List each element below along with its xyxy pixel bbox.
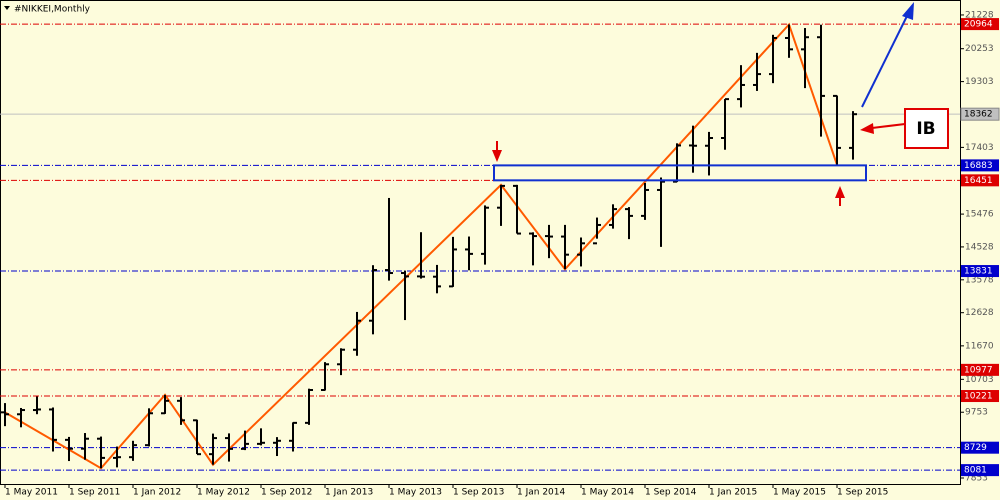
y-tick-label: 9753 xyxy=(965,408,988,418)
arrow xyxy=(871,123,906,129)
x-tick-label: 1 May 2013 xyxy=(389,488,442,498)
y-tick-label: 7853 xyxy=(965,474,988,484)
level-label: 10221 xyxy=(964,392,993,402)
y-tick-label: 10703 xyxy=(965,375,994,385)
x-tick-label: 1 Sep 2012 xyxy=(261,488,312,498)
annotation-label: IB xyxy=(916,119,935,139)
level-box xyxy=(961,159,999,172)
level-box xyxy=(961,390,999,403)
annotation-box xyxy=(904,108,949,149)
y-tick-label: 17403 xyxy=(965,143,994,153)
level-box xyxy=(961,464,999,477)
x-tick-label: 1 Sep 2013 xyxy=(453,488,504,498)
x-tick-label: 1 Sep 2014 xyxy=(645,488,697,498)
x-tick-label: 1 May 2011 xyxy=(5,488,58,498)
x-tick-label: 1 Sep 2015 xyxy=(837,488,888,498)
y-tick-label: 14528 xyxy=(965,242,994,252)
y-tick-label: 12628 xyxy=(965,308,994,318)
price-label: 18362 xyxy=(964,110,993,120)
level-label: 8081 xyxy=(964,466,987,476)
arrow-head xyxy=(492,150,502,162)
level-label: 10977 xyxy=(964,365,993,375)
level-label: 8729 xyxy=(964,443,987,453)
x-tick-label: 1 Jan 2015 xyxy=(709,488,757,498)
x-tick-label: 1 Sep 2011 xyxy=(69,488,120,498)
level-box xyxy=(961,441,999,454)
y-tick-label: 15476 xyxy=(965,210,994,220)
zone-box xyxy=(493,164,867,182)
title-icon xyxy=(4,6,10,10)
y-tick-label: 11670 xyxy=(965,341,994,351)
level-box xyxy=(961,363,999,376)
y-tick-label: 21228 xyxy=(965,10,994,20)
price-box xyxy=(960,107,1000,121)
level-label: 13831 xyxy=(964,267,993,277)
x-tick-label: 1 Jan 2014 xyxy=(517,488,565,498)
level-box xyxy=(961,265,999,278)
y-tick-label: 19303 xyxy=(965,77,994,87)
y-tick-label: 20253 xyxy=(965,44,994,54)
x-tick-label: 1 May 2015 xyxy=(773,488,826,498)
trend-arrow xyxy=(861,13,909,108)
y-tick-label: 13578 xyxy=(965,275,994,285)
arrow-head xyxy=(835,186,845,198)
level-box xyxy=(961,174,999,187)
arrow-head xyxy=(902,2,914,20)
level-label: 16883 xyxy=(964,161,993,171)
x-tick-label: 1 May 2014 xyxy=(581,488,634,498)
level-label: 20964 xyxy=(964,20,993,30)
chart-title: #NIKKEI,Monthly xyxy=(14,5,91,15)
level-box xyxy=(961,18,999,31)
level-label: 16451 xyxy=(964,176,993,186)
x-tick-label: 1 Jan 2013 xyxy=(325,488,373,498)
x-tick-label: 1 May 2012 xyxy=(197,488,250,498)
arrow-head xyxy=(860,123,874,134)
x-tick-label: 1 Jan 2012 xyxy=(133,488,181,498)
plot-frame xyxy=(0,0,961,485)
